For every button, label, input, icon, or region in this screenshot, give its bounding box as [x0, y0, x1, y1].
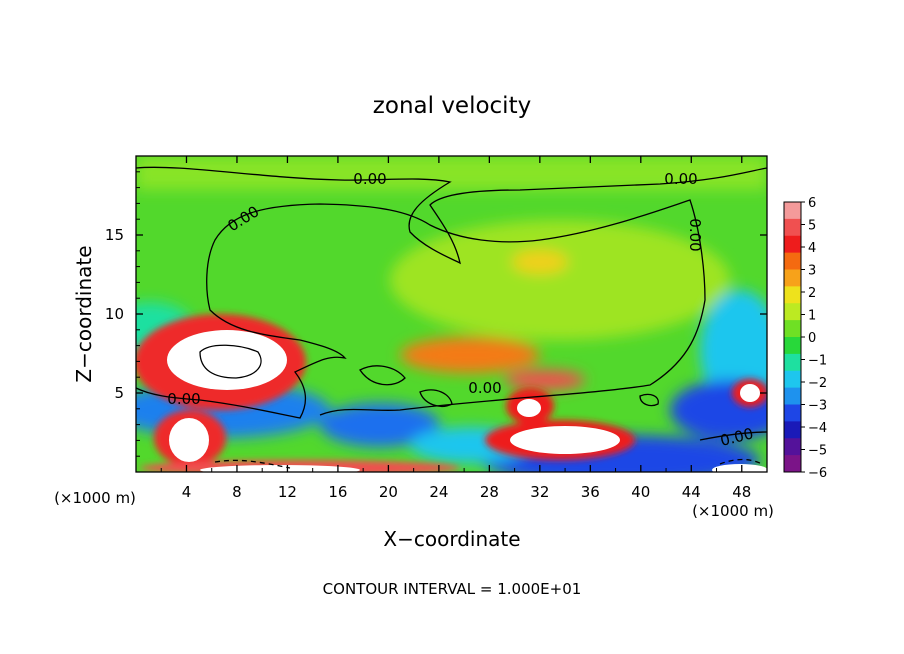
x-tick-label: 16: [328, 483, 347, 501]
y-tick-label: 5: [114, 384, 124, 402]
colorbar-swatch: [784, 370, 801, 389]
contour-island-1: [359, 365, 406, 386]
colorbar-swatch: [784, 303, 801, 321]
contour-interval-note: CONTOUR INTERVAL = 1.000E+01: [323, 580, 582, 598]
colorbar-swatch: [784, 252, 801, 270]
x-axis-label: X−coordinate: [383, 527, 520, 551]
colorbar-swatch: [784, 269, 801, 287]
colorbar-tick-label: 6: [808, 196, 816, 211]
colorbar-swatch: [784, 387, 801, 405]
colorbar-tick-label: 4: [808, 241, 816, 256]
colorbar-swatch: [784, 320, 801, 338]
x-unit-label-left: (×1000 m): [54, 489, 136, 507]
field-orange-east: [505, 370, 585, 390]
colorbar-swatch: [784, 353, 801, 372]
y-axis-label: Z−coordinate: [72, 245, 96, 382]
x-tick-label: 20: [379, 483, 398, 501]
colorbar-tick-label: −5: [808, 444, 827, 459]
saturated-region-base: [200, 465, 360, 472]
contour-label: 0.00: [686, 218, 704, 251]
colorbar-tick-label: −1: [808, 354, 827, 369]
saturated-region-lower-left: [169, 418, 209, 462]
colorbar-swatch: [784, 337, 801, 355]
x-tick-label: 32: [530, 483, 549, 501]
colorbar-swatch: [784, 286, 801, 304]
x-tick-label: 36: [581, 483, 600, 501]
saturated-region-bottom: [510, 426, 620, 454]
x-axis: 4 8 12 16 20 24 28 32 36 40 44 48: [160, 156, 751, 501]
colorbar-tick-label: 5: [808, 219, 816, 234]
colorbar-swatch: [784, 438, 801, 456]
saturated-region-base-right: [712, 464, 767, 472]
contour-label: 0.00: [167, 390, 200, 408]
x-tick-label: 24: [429, 483, 448, 501]
contour-lower-right: [699, 431, 767, 441]
colorbar-tick-label: −3: [808, 399, 827, 414]
contour-inner-left: [199, 344, 262, 379]
x-tick-label: 40: [631, 483, 650, 501]
contour-label: 0.00: [468, 379, 501, 397]
x-tick-label: 8: [232, 483, 242, 501]
contour-dashed-bottom: [214, 459, 291, 469]
colorbar-swatch: [784, 202, 801, 220]
colorbar-swatch: [784, 235, 801, 254]
colorbar-tick-label: −2: [808, 376, 827, 391]
contour-lines: [136, 166, 767, 469]
contour-island-2: [419, 389, 453, 407]
chart-title: zonal velocity: [373, 93, 531, 119]
x-tick-label: 4: [182, 483, 192, 501]
colorbar-swatch: [784, 421, 801, 439]
saturated-region-30: [517, 399, 541, 417]
contour-dashed-bottom-right: [719, 458, 763, 465]
x-unit-label-right: (×1000 m): [692, 502, 774, 520]
colorbar-swatch: [784, 404, 801, 422]
y-axis: 5 10 15: [105, 171, 767, 457]
saturated-region-left: [167, 330, 287, 390]
colorbar-tick-label: 1: [808, 309, 816, 324]
contour-label: 0.00: [664, 170, 697, 188]
colorbar-swatch: [784, 455, 801, 473]
colorbar-tick-label: −6: [808, 466, 827, 481]
contour-top: [136, 166, 767, 265]
saturated-region-right: [740, 384, 760, 402]
field-center-blue: [320, 403, 440, 447]
y-tick-label: 10: [105, 305, 124, 323]
x-tick-label: 48: [732, 483, 751, 501]
contour-label: 0.00: [353, 170, 386, 188]
x-tick-label: 44: [682, 483, 701, 501]
x-tick-label: 28: [480, 483, 499, 501]
colorbar-tick-label: −4: [808, 421, 827, 436]
colorbar: 6 5 4 3 2 1 0 −1 −2 −3 −4 −5 −6: [783, 196, 827, 481]
contour-middle: [136, 199, 706, 419]
y-tick-label: 15: [105, 226, 124, 244]
heatmap-field: 0.00 0.00 0.00 0.00 0.00 0.00 0.00: [136, 156, 767, 472]
colorbar-swatch: [784, 218, 801, 237]
colorbar-tick-label: 2: [808, 286, 816, 301]
field-mid-yellowgreen: [390, 220, 730, 340]
x-tick-label: 12: [278, 483, 297, 501]
field-yellow-patch: [512, 250, 568, 274]
colorbar-tick-label: 3: [808, 264, 816, 279]
field-center-orange: [400, 337, 540, 373]
contour-island-3: [639, 393, 659, 407]
colorbar-tick-label: 0: [808, 331, 816, 346]
